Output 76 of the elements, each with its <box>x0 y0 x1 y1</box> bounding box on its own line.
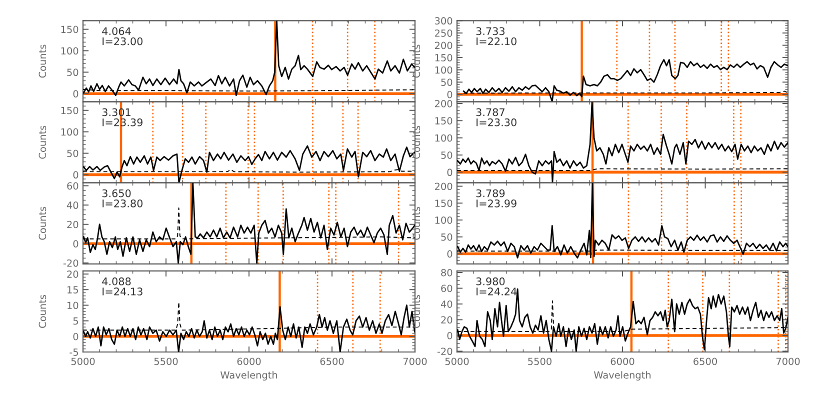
y-tick-label: 150 <box>435 200 452 207</box>
y-tick-label: 50 <box>67 68 78 76</box>
y-tick-label: 50 <box>67 150 78 158</box>
y-tick-label: 0 <box>447 168 452 176</box>
x-tick-label: 6500 <box>320 358 344 366</box>
y-tick-label: 0 <box>73 90 78 98</box>
y-tick-label: 150 <box>61 26 78 34</box>
annotation: 3.787 <box>476 108 504 116</box>
x-tick-label: 5500 <box>528 358 552 366</box>
y-tick-label: 60 <box>67 182 78 190</box>
annotation: I=24.13 <box>102 288 142 296</box>
x-tick-label: 7000 <box>776 358 800 366</box>
annotation: 3.789 <box>476 189 505 198</box>
y-tick-label: 20 <box>67 270 78 278</box>
annotation: 4.088 <box>102 277 131 286</box>
y-tick-label: -20 <box>63 259 78 267</box>
annotation: 3.733 <box>476 27 505 36</box>
annotation: I=24.24 <box>476 288 517 296</box>
y-axis-title: Counts <box>38 44 46 78</box>
annotation: I=23.99 <box>476 199 516 208</box>
y-tick-label: 50 <box>441 78 452 86</box>
y-tick-label: 0 <box>447 90 452 98</box>
x-tick-label: 6000 <box>237 358 261 366</box>
y-tick-label: 0 <box>447 332 452 340</box>
y-tick-label: 300 <box>435 17 452 25</box>
y-tick-label: 0 <box>73 240 78 248</box>
y-axis-title: Counts <box>38 294 46 328</box>
y-axis-title: Counts <box>38 126 46 159</box>
y-tick-label: 0 <box>73 332 78 340</box>
annotation: 3.650 <box>102 189 131 198</box>
y-tick-label: 40 <box>440 300 452 308</box>
y-tick-label: 150 <box>435 117 452 124</box>
y-tick-label: 200 <box>434 42 452 50</box>
y-tick-label: 20 <box>441 316 452 324</box>
y-tick-label: 100 <box>435 66 452 74</box>
y-tick-label: 100 <box>435 216 452 224</box>
annotation: I=23.00 <box>102 37 143 46</box>
y-tick-label: 100 <box>61 128 78 136</box>
y-tick-label: 20 <box>67 220 78 228</box>
y-tick-label: 0 <box>447 250 452 258</box>
y-axis-title: Counts <box>412 126 420 159</box>
y-tick-label: 40 <box>66 202 78 209</box>
y-tick-label: 60 <box>441 284 452 292</box>
y-tick-label: 150 <box>435 54 452 62</box>
y-tick-label: 50 <box>441 152 452 159</box>
y-tick-label: 150 <box>61 106 78 114</box>
y-tick-label: 50 <box>441 233 452 241</box>
annotation: I=23.80 <box>102 199 143 208</box>
y-tick-label: 10 <box>68 302 78 310</box>
y-tick-label: 5 <box>73 317 78 325</box>
x-axis-title: Wavelength <box>594 371 651 381</box>
y-tick-label: -20 <box>437 348 452 356</box>
y-axis-title: Counts <box>412 206 420 240</box>
y-tick-label: 200 <box>434 100 452 108</box>
x-tick-label: 5000 <box>445 358 469 366</box>
y-tick-label: 250 <box>434 29 452 37</box>
y-tick-label: 100 <box>61 47 78 55</box>
y-tick-label: 0 <box>73 171 78 179</box>
annotation: I=22.10 <box>476 37 516 46</box>
y-axis-title: Counts <box>412 44 420 78</box>
annotation: 4.064 <box>102 27 131 36</box>
y-tick-label: 80 <box>441 268 452 276</box>
x-axis-title: Wavelength <box>220 371 278 381</box>
y-tick-label: 100 <box>435 134 452 142</box>
y-tick-label: -5 <box>70 348 78 356</box>
x-tick-label: 5000 <box>71 358 95 366</box>
x-tick-label: 7000 <box>403 358 427 366</box>
y-tick-label: 200 <box>434 182 452 190</box>
annotation: I=23.30 <box>476 118 516 126</box>
x-tick-label: 5500 <box>154 358 178 366</box>
y-axis-title: Counts <box>412 294 420 328</box>
y-axis-title: Counts <box>38 206 46 240</box>
y-tick-label: 15 <box>68 286 78 294</box>
x-tick-label: 6000 <box>610 358 634 366</box>
annotation: 3.980 <box>476 277 505 286</box>
x-tick-label: 6500 <box>694 358 717 366</box>
